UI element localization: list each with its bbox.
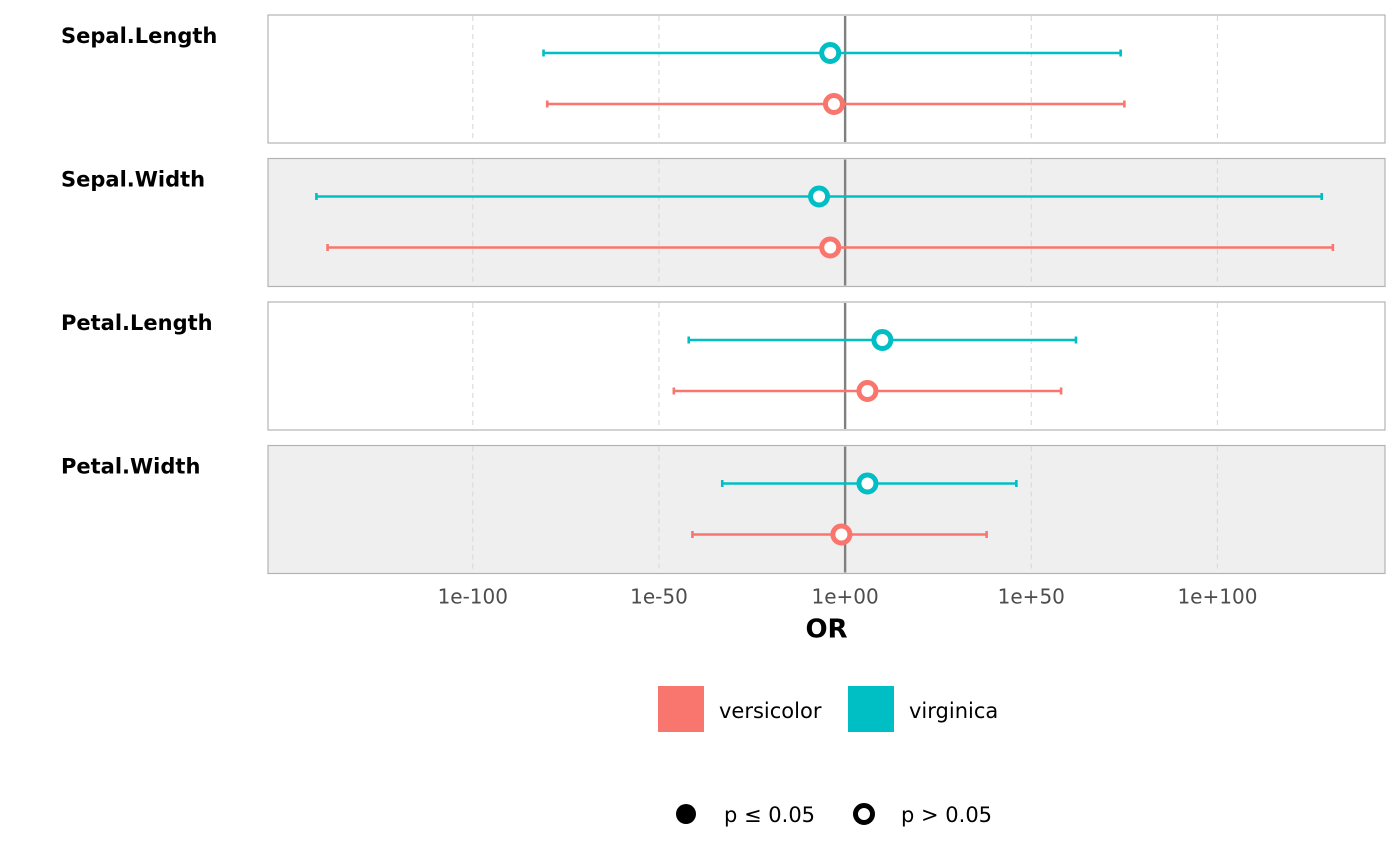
panel-label-petal-width: Petal.Width (61, 455, 200, 479)
legend-nonsignificant-marker (853, 803, 875, 825)
legend-swatch-versicolor (658, 686, 704, 732)
x-tick-label: 1e+00 (811, 585, 878, 609)
legend-label-virginica: virginica (909, 699, 998, 723)
point-estimate-virginica (856, 472, 879, 495)
point-estimate-versicolor (830, 523, 853, 546)
panel-label-sepal-length: Sepal.Length (61, 24, 217, 48)
point-estimate-versicolor (819, 236, 842, 259)
point-estimate-virginica (871, 329, 894, 351)
panel-petal-width (267, 444, 1386, 575)
point-estimate-versicolor (822, 93, 845, 115)
x-tick-label: 1e-100 (438, 585, 508, 609)
legend-swatch-virginica (848, 686, 894, 732)
legend-label-versicolor: versicolor (719, 699, 822, 723)
legend-significant-marker (676, 804, 696, 824)
panel-petal-length (267, 301, 1386, 431)
x-tick-label: 1e-50 (630, 585, 688, 609)
point-estimate-virginica (819, 42, 842, 64)
point-estimate-virginica (808, 185, 831, 208)
x-tick-label: 1e+50 (998, 585, 1065, 609)
panel-sepal-width (267, 157, 1386, 288)
panel-label-petal-length: Petal.Length (61, 311, 213, 335)
point-estimate-versicolor (856, 380, 879, 402)
legend-significance-label: p > 0.05 (901, 803, 992, 827)
x-axis-title: OR (805, 615, 847, 645)
legend-significance-label: p ≤ 0.05 (724, 803, 815, 827)
panel-label-sepal-width: Sepal.Width (61, 168, 205, 192)
x-tick-label: 1e+100 (1177, 585, 1257, 609)
panel-sepal-length (267, 14, 1386, 144)
